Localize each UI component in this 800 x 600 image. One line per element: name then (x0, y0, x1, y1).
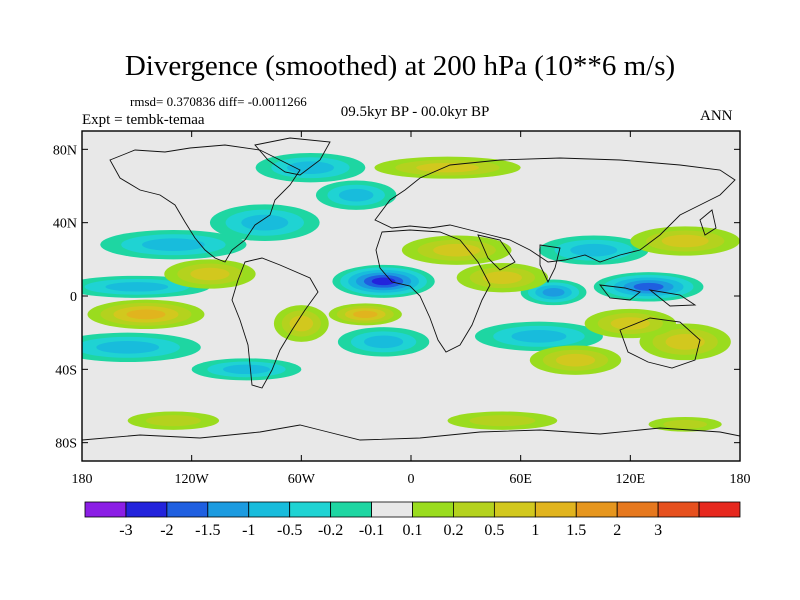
season-label: ANN (700, 108, 733, 124)
field-contour (663, 419, 708, 429)
colorbar-box (371, 501, 413, 518)
field-contour (633, 282, 664, 291)
colorbar-box (84, 501, 127, 518)
divergence-field (82, 131, 740, 461)
axis-ticks: 80N 40N 0 40S 80S 180 120W 60W 0 60E 120E 180 (53, 131, 751, 487)
field-contour (555, 353, 596, 367)
colorbar-label: 3 (654, 522, 662, 539)
colorbar-box (657, 501, 700, 518)
field-contour (364, 335, 404, 349)
colorbar-box (412, 501, 454, 518)
lat-tick-label: 40S (55, 363, 77, 378)
field-contour (190, 267, 230, 281)
colorbar-label: -0.1 (359, 522, 384, 539)
field-contour (433, 243, 481, 257)
lon-tick-label: 60W (288, 472, 316, 487)
colorbar-label: -1 (242, 522, 255, 539)
field-contour (511, 330, 567, 343)
colorbar-box (575, 501, 618, 518)
colorbar-label: 1.5 (566, 522, 586, 539)
colorbar-label: 0.5 (484, 522, 504, 539)
field-contour (665, 333, 705, 350)
field-contour (661, 234, 709, 248)
colorbar-box (289, 501, 332, 518)
field-contour (241, 214, 289, 231)
colorbar-label: -3 (119, 522, 132, 539)
field-contour (223, 364, 270, 375)
field-contour (570, 243, 618, 257)
colorbar-box (330, 501, 372, 518)
colorbar-box (453, 501, 495, 518)
colorbar-label: 0.1 (403, 522, 423, 539)
period-label: 09.5kyr BP - 00.0kyr BP (340, 104, 490, 120)
colorbar-box (698, 501, 741, 518)
colorbar-box (166, 501, 209, 518)
field-contour (416, 162, 479, 173)
lat-tick-label: 40N (53, 217, 77, 232)
colorbar-label: 1 (531, 522, 539, 539)
field-contour (289, 315, 314, 332)
lon-tick-label: 120W (175, 472, 210, 487)
field-contour (353, 310, 378, 319)
colorbar-box (248, 501, 291, 518)
field-contour (126, 309, 166, 320)
rmsd-text: rmsd= 0.370836 diff= -0.0011266 (130, 94, 307, 109)
colorbar-label: 0.2 (443, 522, 463, 539)
field-contour (145, 415, 201, 427)
colorbar-label: 2 (613, 522, 621, 539)
field-contour (482, 271, 522, 284)
colorbar-label: -1.5 (195, 522, 220, 539)
colorbar: -3 -2 -1.5 -1 -0.5 -0.2 -0.1 0.1 0.2 0.5 1 1.5 2 3 (84, 501, 741, 539)
colorbar-label: -0.2 (318, 522, 343, 539)
field-contour (142, 238, 205, 251)
field-contour (105, 282, 169, 292)
lon-tick-label: 120E (616, 472, 646, 487)
field-contour (96, 341, 160, 354)
colorbar-box (125, 501, 168, 518)
lat-tick-label: 80N (53, 143, 77, 158)
lat-tick-label: 0 (70, 290, 77, 305)
experiment-label: Expt = tembk-temaa (82, 112, 205, 128)
colorbar-box (534, 501, 577, 518)
field-contour (542, 288, 565, 297)
lat-tick-label: 80S (55, 437, 77, 452)
colorbar-label: -2 (160, 522, 173, 539)
field-contour (610, 317, 650, 330)
colorbar-box (207, 501, 250, 518)
field-contour (338, 188, 374, 202)
coastlines (82, 137, 740, 441)
figure-title: Divergence (smoothed) at 200 hPa (10**6 … (124, 50, 676, 82)
colorbar-box (493, 501, 536, 518)
colorbar-label: -0.5 (277, 522, 302, 539)
colorbar-box (616, 501, 659, 518)
lon-tick-label: 60E (509, 472, 532, 487)
lon-tick-label: 0 (408, 472, 415, 487)
lon-tick-label: 180 (72, 472, 93, 487)
field-contour (469, 415, 536, 427)
lon-tick-label: 180 (730, 472, 751, 487)
